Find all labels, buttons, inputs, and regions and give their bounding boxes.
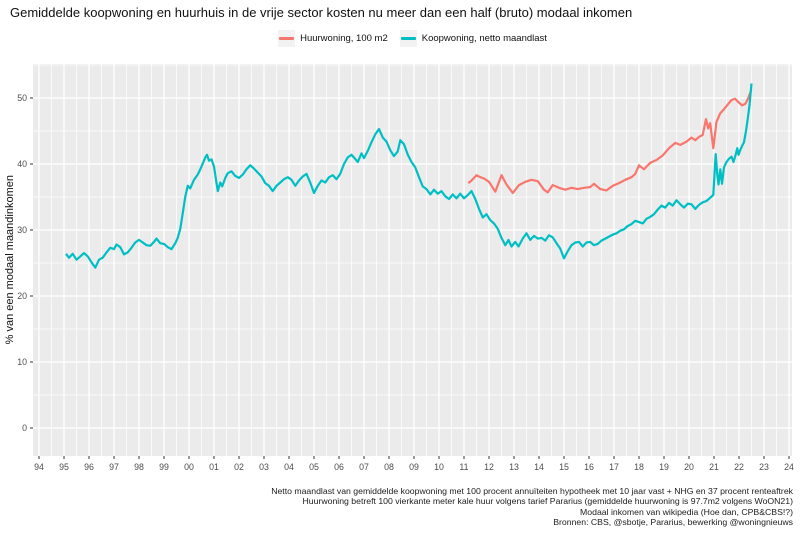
x-tick-label: 95: [59, 462, 69, 472]
x-tick-label: 18: [634, 462, 644, 472]
x-tick-label: 06: [334, 462, 344, 472]
x-tick-label: 05: [309, 462, 319, 472]
x-tick-label: 08: [384, 462, 394, 472]
caption-line: Bronnen: CBS, @sbotje, Pararius, bewerki…: [553, 517, 793, 528]
x-tick-label: 07: [359, 462, 369, 472]
legend-label: Koopwoning, netto maandlast: [421, 32, 547, 44]
x-tick-label: 01: [209, 462, 219, 472]
y-axis-title-text: % van een modaal maandinkomen: [4, 175, 16, 345]
x-tick-label: 96: [84, 462, 94, 472]
x-tick-label: 13: [509, 462, 519, 472]
y-tick-label: 20: [17, 291, 27, 301]
legend-key-swatch: [278, 29, 296, 47]
caption-line: Huurwoning betreft 100 vierkante meter k…: [302, 496, 793, 507]
x-tick-label: 20: [684, 462, 694, 472]
legend-key-line-icon: [279, 36, 295, 40]
x-tick-label: 00: [184, 462, 194, 472]
x-tick-label: 19: [659, 462, 669, 472]
x-tick-label: 15: [559, 462, 569, 472]
caption-line: Modaal inkomen van wikipedia (Hoe dan, C…: [580, 506, 793, 517]
x-tick-label: 03: [259, 462, 269, 472]
x-tick-label: 11: [459, 462, 468, 472]
x-tick-label: 12: [484, 462, 494, 472]
x-tick-label: 16: [584, 462, 594, 472]
x-tick-label: 10: [434, 462, 444, 472]
legend: Huurwoning, 100 m2 Koopwoning, netto maan…: [33, 29, 792, 47]
x-tick-label: 98: [134, 462, 144, 472]
panel-background: [33, 64, 792, 456]
x-tick-label: 97: [109, 462, 119, 472]
x-tick-label: 14: [534, 462, 544, 472]
legend-item: Koopwoning, netto maandlast: [399, 29, 547, 47]
x-tick-label: 17: [609, 462, 619, 472]
plot-title: Gemiddelde koopwoning en huurhuis in de …: [10, 5, 633, 20]
y-tick-label: 0: [22, 423, 27, 433]
y-tick-label: 50: [17, 93, 27, 103]
legend-item: Huurwoning, 100 m2: [278, 29, 388, 47]
y-axis-title: % van een modaal maandinkomen: [2, 64, 18, 456]
series-line: [65, 83, 753, 269]
y-tick-label: 40: [17, 159, 27, 169]
x-tick-label: 21: [709, 462, 719, 472]
y-tick-label: 30: [17, 225, 27, 235]
x-tick-label: 02: [234, 462, 244, 472]
x-tick-label: 94: [34, 462, 44, 472]
series-line: [467, 90, 752, 195]
legend-key-swatch: [399, 29, 417, 47]
x-tick-label: 04: [284, 462, 294, 472]
caption: Netto maandlast van gemiddelde koopwonin…: [271, 486, 793, 528]
x-tick-label: 09: [409, 462, 419, 472]
y-tick-label: 10: [17, 357, 27, 367]
x-tick-label: 24: [784, 462, 794, 472]
x-tick-label: 99: [159, 462, 169, 472]
caption-line: Netto maandlast van gemiddelde koopwonin…: [271, 486, 793, 496]
x-tick-label: 23: [759, 462, 769, 472]
x-tick-label: 22: [734, 462, 744, 472]
legend-label: Huurwoning, 100 m2: [300, 32, 388, 44]
legend-key-line-icon: [400, 36, 416, 40]
